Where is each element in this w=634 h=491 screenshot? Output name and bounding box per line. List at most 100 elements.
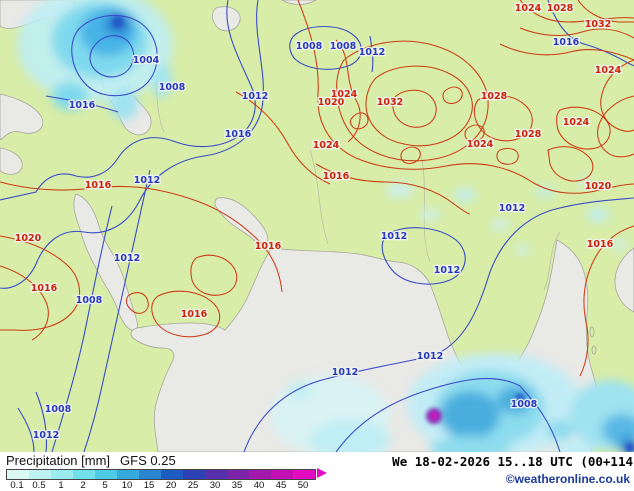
isobar-line-red <box>0 235 81 331</box>
isobar-label: 1012 <box>114 253 140 264</box>
legend-tick: 25 <box>187 480 199 491</box>
isobar-label: 1008 <box>330 41 357 52</box>
isobar-label: 1016 <box>587 239 614 250</box>
isobar-line-red <box>400 146 421 165</box>
isobar-line-blue <box>35 391 48 452</box>
colorbar-ticks: 0.1 0.5 1 2 5 10 15 20 25 30 35 40 45 50 <box>6 480 314 491</box>
isobar-line-blue <box>51 205 113 452</box>
legend-bar: Precipitation [mm] GFS 0.25 0.1 0.5 1 2 5 10 15… <box>0 452 634 491</box>
gulf-of-martaban <box>614 247 634 313</box>
precipitation-cell <box>430 412 438 420</box>
precipitation-area <box>555 440 595 452</box>
border-line <box>309 149 329 245</box>
legend-swatch <box>183 470 205 479</box>
nicobar-island <box>591 345 597 355</box>
precipitation-area <box>110 88 138 120</box>
legend-parameter-label: Precipitation [mm] <box>6 453 111 468</box>
isobar-line-red <box>464 124 485 143</box>
isobar-label: 1016 <box>181 309 208 320</box>
precipitation-layer <box>17 0 634 452</box>
isobar-label: 1024 <box>331 89 358 100</box>
isobar-line-red <box>336 40 489 162</box>
precipitation-area <box>514 245 530 255</box>
isobar-line-red <box>335 39 361 143</box>
isobar-line-red <box>0 265 49 341</box>
isobar-label: 1028 <box>481 91 508 102</box>
border-line <box>543 231 561 291</box>
isobar-label: 1012 <box>417 351 443 362</box>
isobar-line-red <box>579 225 634 377</box>
precipitation-area <box>578 177 592 187</box>
precipitation-cell <box>625 443 634 452</box>
precipitation-area <box>386 182 414 198</box>
isobar-label: 1032 <box>377 97 403 108</box>
legend-tick: 20 <box>165 480 177 491</box>
legend-swatch <box>271 470 293 479</box>
isobar-layer-blue <box>0 0 634 452</box>
isobar-line-red <box>600 59 634 132</box>
legend-swatch <box>51 470 73 479</box>
legend-swatch <box>29 470 51 479</box>
precipitation-area <box>497 386 533 414</box>
isobar-label: 1012 <box>242 91 268 102</box>
legend-tick: 1 <box>58 480 64 491</box>
isobar-label: 1012 <box>332 367 358 378</box>
isobar-line-red <box>473 94 533 142</box>
isobar-label: 1016 <box>69 100 96 111</box>
copyright-text: ©weatheronline.co.uk <box>505 472 630 486</box>
mediterranean-sea <box>0 93 44 141</box>
isobar-line-red <box>499 43 634 61</box>
isobar-label: 1028 <box>547 3 574 14</box>
legend-tick: 10 <box>121 480 133 491</box>
isobar-line-red <box>442 86 463 105</box>
legend-tick: 0.5 <box>32 480 46 491</box>
isobar-label: 1024 <box>515 3 542 14</box>
isobar-label: 1012 <box>434 265 460 276</box>
isobar-label: 1012 <box>381 231 407 242</box>
precipitation-cell <box>112 16 124 28</box>
isobar-line-red <box>392 89 437 128</box>
isobar-label: 1008 <box>511 399 538 410</box>
isobar-label: 1008 <box>296 41 323 52</box>
isobar-line-red <box>365 65 473 147</box>
isobar-line-red <box>125 292 149 314</box>
isobar-label: 1020 <box>318 97 345 108</box>
legend-title: Precipitation [mm] GFS 0.25 <box>6 453 176 468</box>
legend-swatch <box>205 470 227 479</box>
legend-tick: 2 <box>80 480 86 491</box>
isobar-line-red <box>315 163 471 215</box>
precipitation-area <box>420 209 440 221</box>
isobar-line-blue <box>547 0 634 67</box>
mediterranean-sea-south <box>0 147 23 175</box>
isobar-line-red <box>547 146 594 182</box>
isobar-label: 1016 <box>225 129 252 140</box>
isobar-label: 1020 <box>15 233 42 244</box>
isobar-label: 1024 <box>563 117 590 128</box>
isobar-line-red <box>349 112 369 130</box>
isobar-label: 1016 <box>323 171 350 182</box>
legend-swatch <box>139 470 161 479</box>
legend-tick: 45 <box>275 480 287 491</box>
legend-tick: 50 <box>297 480 309 491</box>
isobar-line-blue <box>243 197 634 452</box>
isobar-line-red <box>151 290 221 338</box>
isobar-label: 1028 <box>515 129 542 140</box>
precipitation-intense-cells <box>112 16 634 452</box>
isobar-label: 1012 <box>359 47 385 58</box>
isobar-label: 1024 <box>467 139 494 150</box>
isobar-line-red <box>556 106 611 150</box>
isobar-label: 1004 <box>133 55 160 66</box>
isobar-line-blue <box>45 95 119 113</box>
isobar-label: 1016 <box>255 241 282 252</box>
isobar-label: 1032 <box>585 19 611 30</box>
isobar-line-blue <box>83 169 151 452</box>
precipitation-area <box>546 420 574 440</box>
isobar-label: 1024 <box>595 65 622 76</box>
isobar-label: 1012 <box>499 203 525 214</box>
border-line <box>419 149 431 263</box>
isobar-label: 1016 <box>31 283 58 294</box>
precipitation-area <box>440 391 500 439</box>
isobar-line-red <box>496 147 519 165</box>
